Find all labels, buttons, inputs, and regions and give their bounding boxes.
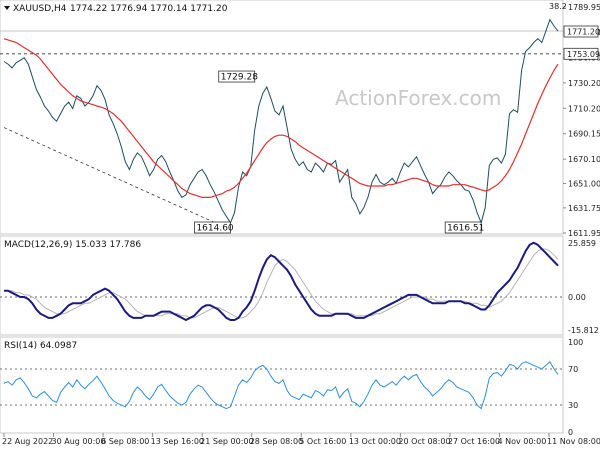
rsi-line (3, 361, 559, 410)
price-tick-label: 1710.20 (568, 104, 600, 113)
symbol-label: XAUUSD,H4 (13, 4, 67, 14)
price-annotations: 1729.28 1614.60 1616.51 (194, 70, 484, 234)
annotation-label: 1614.60 (196, 224, 233, 234)
macd-tick-label: -15.812 (568, 326, 599, 335)
time-tick-label: 27 Oct 16:00 (448, 437, 500, 446)
price-tick-label: 1631.75 (568, 204, 600, 213)
macd-tick-label: 0.00 (568, 293, 586, 302)
moving-average-line (3, 38, 559, 198)
watermark: ActionForex.com (335, 86, 501, 110)
macd-series-group (4, 241, 559, 322)
ohlc-values: 1774.22 1776.94 1770.14 1771.20 (70, 4, 228, 14)
annotation-label: 1616.51 (447, 224, 484, 234)
price-tick-label: 1611.95 (568, 229, 600, 238)
rsi-title: RSI(14) 64.0987 (4, 341, 77, 351)
time-tick-label: 28 Sep 08:00 (250, 437, 303, 446)
panel-frames (0, 0, 564, 434)
trend-line (3, 127, 231, 231)
time-tick-label: 5 Oct 16:00 (299, 437, 346, 446)
time-tick-label: 6 Sep 08:00 (101, 437, 149, 446)
top-fib-label: 38.2 (549, 2, 567, 11)
dropdown-triangle-icon[interactable] (4, 6, 10, 10)
annotation-box (194, 221, 231, 234)
price-tick-label: 1690.15 (568, 130, 600, 139)
macd-signal-line (4, 248, 559, 319)
annotation-label: 1729.28 (221, 73, 258, 83)
macd-tick-label: 25.859 (568, 239, 596, 248)
macd-line (4, 241, 559, 322)
time-tick-label: 11 Nov 08:00 (547, 437, 600, 446)
rsi-y-axis: 100 70 30 0 (568, 338, 583, 437)
rsi-tick-label: 100 (568, 338, 583, 347)
price-line (3, 18, 559, 225)
time-tick-label: 13 Oct 00:00 (349, 437, 401, 446)
rsi-tick-label: 70 (568, 365, 578, 374)
rsi-series-group (3, 361, 559, 410)
price-series-group (3, 18, 559, 225)
price-header: XAUUSD,H4 1774.22 1776.94 1770.14 1771.2… (4, 4, 228, 14)
macd-y-axis: 25.859 0.00 -15.812 (568, 239, 599, 335)
last-price-box: 1771.20 (563, 25, 600, 38)
price-tick-label: 1670.10 (568, 155, 600, 164)
price-tick-label: 1789.95 (568, 3, 600, 12)
macd-panel-frame (0, 235, 564, 336)
annotation-box (444, 221, 482, 234)
macd-title: MACD(12,26,9) 15.033 17.786 (4, 240, 141, 250)
annotation-box (218, 70, 256, 83)
marker-level-box: 1753.09 (563, 47, 600, 60)
time-tick-label: 20 Oct 08:00 (398, 437, 450, 446)
rsi-panel-frame (0, 336, 564, 434)
rsi-tick-label: 0 (568, 428, 573, 437)
last-price-label: 1771.20 (567, 28, 600, 37)
price-tick-label: 1651.00 (568, 179, 600, 188)
time-tick-label: 4 Nov 00:00 (497, 437, 546, 446)
price-tick-label: 1730.20 (568, 79, 600, 88)
time-tick-label: 30 Aug 00:00 (52, 437, 106, 446)
time-tick-label: 13 Sep 16:00 (151, 437, 204, 446)
time-tick-label: 21 Sep 00:00 (200, 437, 253, 446)
rsi-tick-label: 30 (568, 401, 578, 410)
marker-level-label: 1753.09 (567, 50, 600, 59)
price-panel-frame (0, 0, 564, 235)
time-tick-label: 22 Aug 2022 (2, 437, 53, 446)
price-y-axis: 1789.951770.201750.001730.201710.201690.… (563, 3, 600, 238)
